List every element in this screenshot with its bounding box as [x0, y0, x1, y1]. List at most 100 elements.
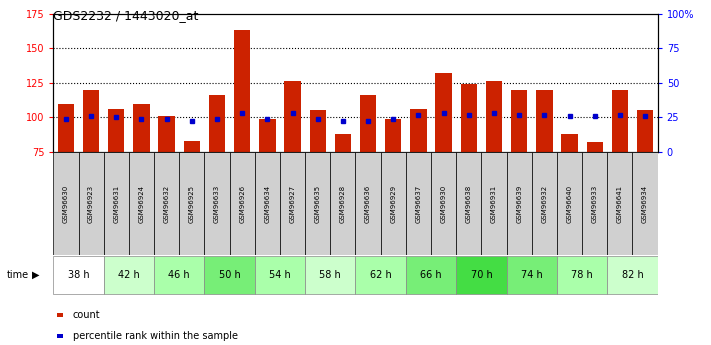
Text: GSM96636: GSM96636 [365, 185, 371, 223]
FancyBboxPatch shape [557, 256, 607, 294]
FancyBboxPatch shape [255, 152, 280, 255]
FancyBboxPatch shape [53, 152, 78, 255]
Text: 74 h: 74 h [521, 270, 542, 280]
FancyBboxPatch shape [305, 256, 356, 294]
FancyBboxPatch shape [532, 152, 557, 255]
FancyBboxPatch shape [255, 256, 305, 294]
Bar [385, 119, 402, 152]
Bar [587, 142, 603, 152]
Text: GSM96640: GSM96640 [567, 185, 572, 223]
Bar [309, 110, 326, 152]
Bar [435, 73, 451, 152]
Text: GSM96639: GSM96639 [516, 185, 522, 223]
FancyBboxPatch shape [456, 152, 481, 255]
FancyBboxPatch shape [104, 152, 129, 255]
Text: GSM96929: GSM96929 [390, 185, 396, 223]
FancyBboxPatch shape [582, 152, 607, 255]
Text: 82 h: 82 h [621, 270, 643, 280]
FancyBboxPatch shape [154, 152, 179, 255]
Text: 54 h: 54 h [269, 270, 291, 280]
FancyBboxPatch shape [205, 152, 230, 255]
Bar [234, 30, 250, 152]
Text: GSM96633: GSM96633 [214, 185, 220, 223]
Bar [183, 141, 200, 152]
FancyBboxPatch shape [129, 152, 154, 255]
Text: GSM96630: GSM96630 [63, 185, 69, 223]
Text: 42 h: 42 h [118, 270, 140, 280]
FancyBboxPatch shape [305, 152, 331, 255]
Text: GSM96934: GSM96934 [642, 185, 648, 223]
FancyBboxPatch shape [280, 152, 305, 255]
Bar [536, 90, 552, 152]
FancyBboxPatch shape [104, 256, 154, 294]
FancyBboxPatch shape [205, 256, 255, 294]
FancyBboxPatch shape [154, 256, 205, 294]
Text: 38 h: 38 h [68, 270, 90, 280]
Text: GSM96927: GSM96927 [289, 185, 296, 223]
FancyBboxPatch shape [557, 152, 582, 255]
FancyBboxPatch shape [506, 152, 532, 255]
FancyBboxPatch shape [481, 152, 506, 255]
Bar [461, 84, 477, 152]
Text: 58 h: 58 h [319, 270, 341, 280]
Bar [260, 119, 276, 152]
Text: GSM96631: GSM96631 [113, 185, 119, 223]
Text: GSM96930: GSM96930 [441, 185, 447, 223]
FancyBboxPatch shape [230, 152, 255, 255]
FancyBboxPatch shape [431, 152, 456, 255]
Bar [410, 109, 427, 152]
Bar [284, 81, 301, 152]
Text: GSM96924: GSM96924 [139, 185, 144, 223]
FancyBboxPatch shape [53, 256, 104, 294]
Text: 46 h: 46 h [169, 270, 190, 280]
Bar [133, 104, 149, 152]
Text: GSM96641: GSM96641 [617, 185, 623, 223]
Text: 66 h: 66 h [420, 270, 442, 280]
FancyBboxPatch shape [456, 256, 506, 294]
Bar [360, 95, 376, 152]
Text: GSM96932: GSM96932 [541, 185, 547, 223]
FancyBboxPatch shape [380, 152, 406, 255]
Text: count: count [73, 310, 100, 320]
Text: time: time [7, 270, 29, 280]
Bar [209, 95, 225, 152]
FancyBboxPatch shape [331, 152, 356, 255]
FancyBboxPatch shape [78, 152, 104, 255]
FancyBboxPatch shape [406, 256, 456, 294]
Text: GSM96637: GSM96637 [415, 185, 422, 223]
Text: ▶: ▶ [32, 270, 40, 280]
FancyBboxPatch shape [633, 152, 658, 255]
FancyBboxPatch shape [607, 256, 658, 294]
Text: GSM96928: GSM96928 [340, 185, 346, 223]
Bar [611, 90, 628, 152]
FancyBboxPatch shape [356, 256, 406, 294]
Text: GSM96923: GSM96923 [88, 185, 94, 223]
FancyBboxPatch shape [179, 152, 205, 255]
Text: GSM96635: GSM96635 [315, 185, 321, 223]
Bar [108, 109, 124, 152]
Bar [562, 134, 578, 152]
Text: GSM96632: GSM96632 [164, 185, 170, 223]
Text: GSM96931: GSM96931 [491, 185, 497, 223]
Bar [58, 104, 74, 152]
Text: 70 h: 70 h [471, 270, 492, 280]
Bar [637, 110, 653, 152]
FancyBboxPatch shape [607, 152, 633, 255]
FancyBboxPatch shape [356, 152, 380, 255]
Bar [335, 134, 351, 152]
Text: percentile rank within the sample: percentile rank within the sample [73, 331, 237, 341]
FancyBboxPatch shape [406, 152, 431, 255]
Text: GSM96638: GSM96638 [466, 185, 472, 223]
Text: GSM96926: GSM96926 [239, 185, 245, 223]
Text: 78 h: 78 h [571, 270, 593, 280]
Bar [511, 90, 528, 152]
Bar [83, 90, 100, 152]
FancyBboxPatch shape [506, 256, 557, 294]
Text: GDS2232 / 1443020_at: GDS2232 / 1443020_at [53, 9, 198, 22]
Text: 62 h: 62 h [370, 270, 392, 280]
Bar [159, 116, 175, 152]
Text: GSM96925: GSM96925 [189, 185, 195, 223]
Text: GSM96634: GSM96634 [264, 185, 270, 223]
Bar [486, 81, 502, 152]
Text: GSM96933: GSM96933 [592, 185, 598, 223]
